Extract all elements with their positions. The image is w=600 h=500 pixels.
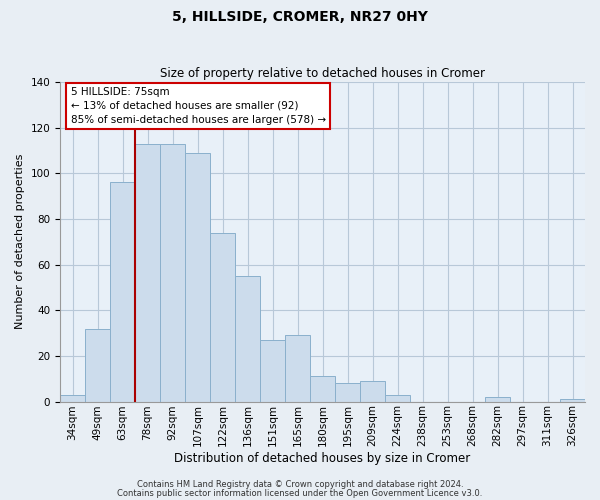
Bar	[160, 144, 185, 402]
Bar	[285, 336, 310, 402]
Bar	[85, 328, 110, 402]
Bar	[235, 276, 260, 402]
Bar	[335, 384, 360, 402]
Y-axis label: Number of detached properties: Number of detached properties	[15, 154, 25, 330]
Bar	[360, 381, 385, 402]
Bar	[135, 144, 160, 402]
Text: Contains HM Land Registry data © Crown copyright and database right 2024.: Contains HM Land Registry data © Crown c…	[137, 480, 463, 489]
Bar	[210, 232, 235, 402]
Bar	[60, 394, 85, 402]
X-axis label: Distribution of detached houses by size in Cromer: Distribution of detached houses by size …	[175, 452, 470, 465]
Bar	[310, 376, 335, 402]
Bar	[560, 400, 585, 402]
Text: Contains public sector information licensed under the Open Government Licence v3: Contains public sector information licen…	[118, 489, 482, 498]
Bar	[485, 397, 510, 402]
Text: 5 HILLSIDE: 75sqm
← 13% of detached houses are smaller (92)
85% of semi-detached: 5 HILLSIDE: 75sqm ← 13% of detached hous…	[71, 87, 326, 125]
Bar	[385, 394, 410, 402]
Bar	[110, 182, 135, 402]
Title: Size of property relative to detached houses in Cromer: Size of property relative to detached ho…	[160, 66, 485, 80]
Text: 5, HILLSIDE, CROMER, NR27 0HY: 5, HILLSIDE, CROMER, NR27 0HY	[172, 10, 428, 24]
Bar	[185, 153, 210, 402]
Bar	[260, 340, 285, 402]
